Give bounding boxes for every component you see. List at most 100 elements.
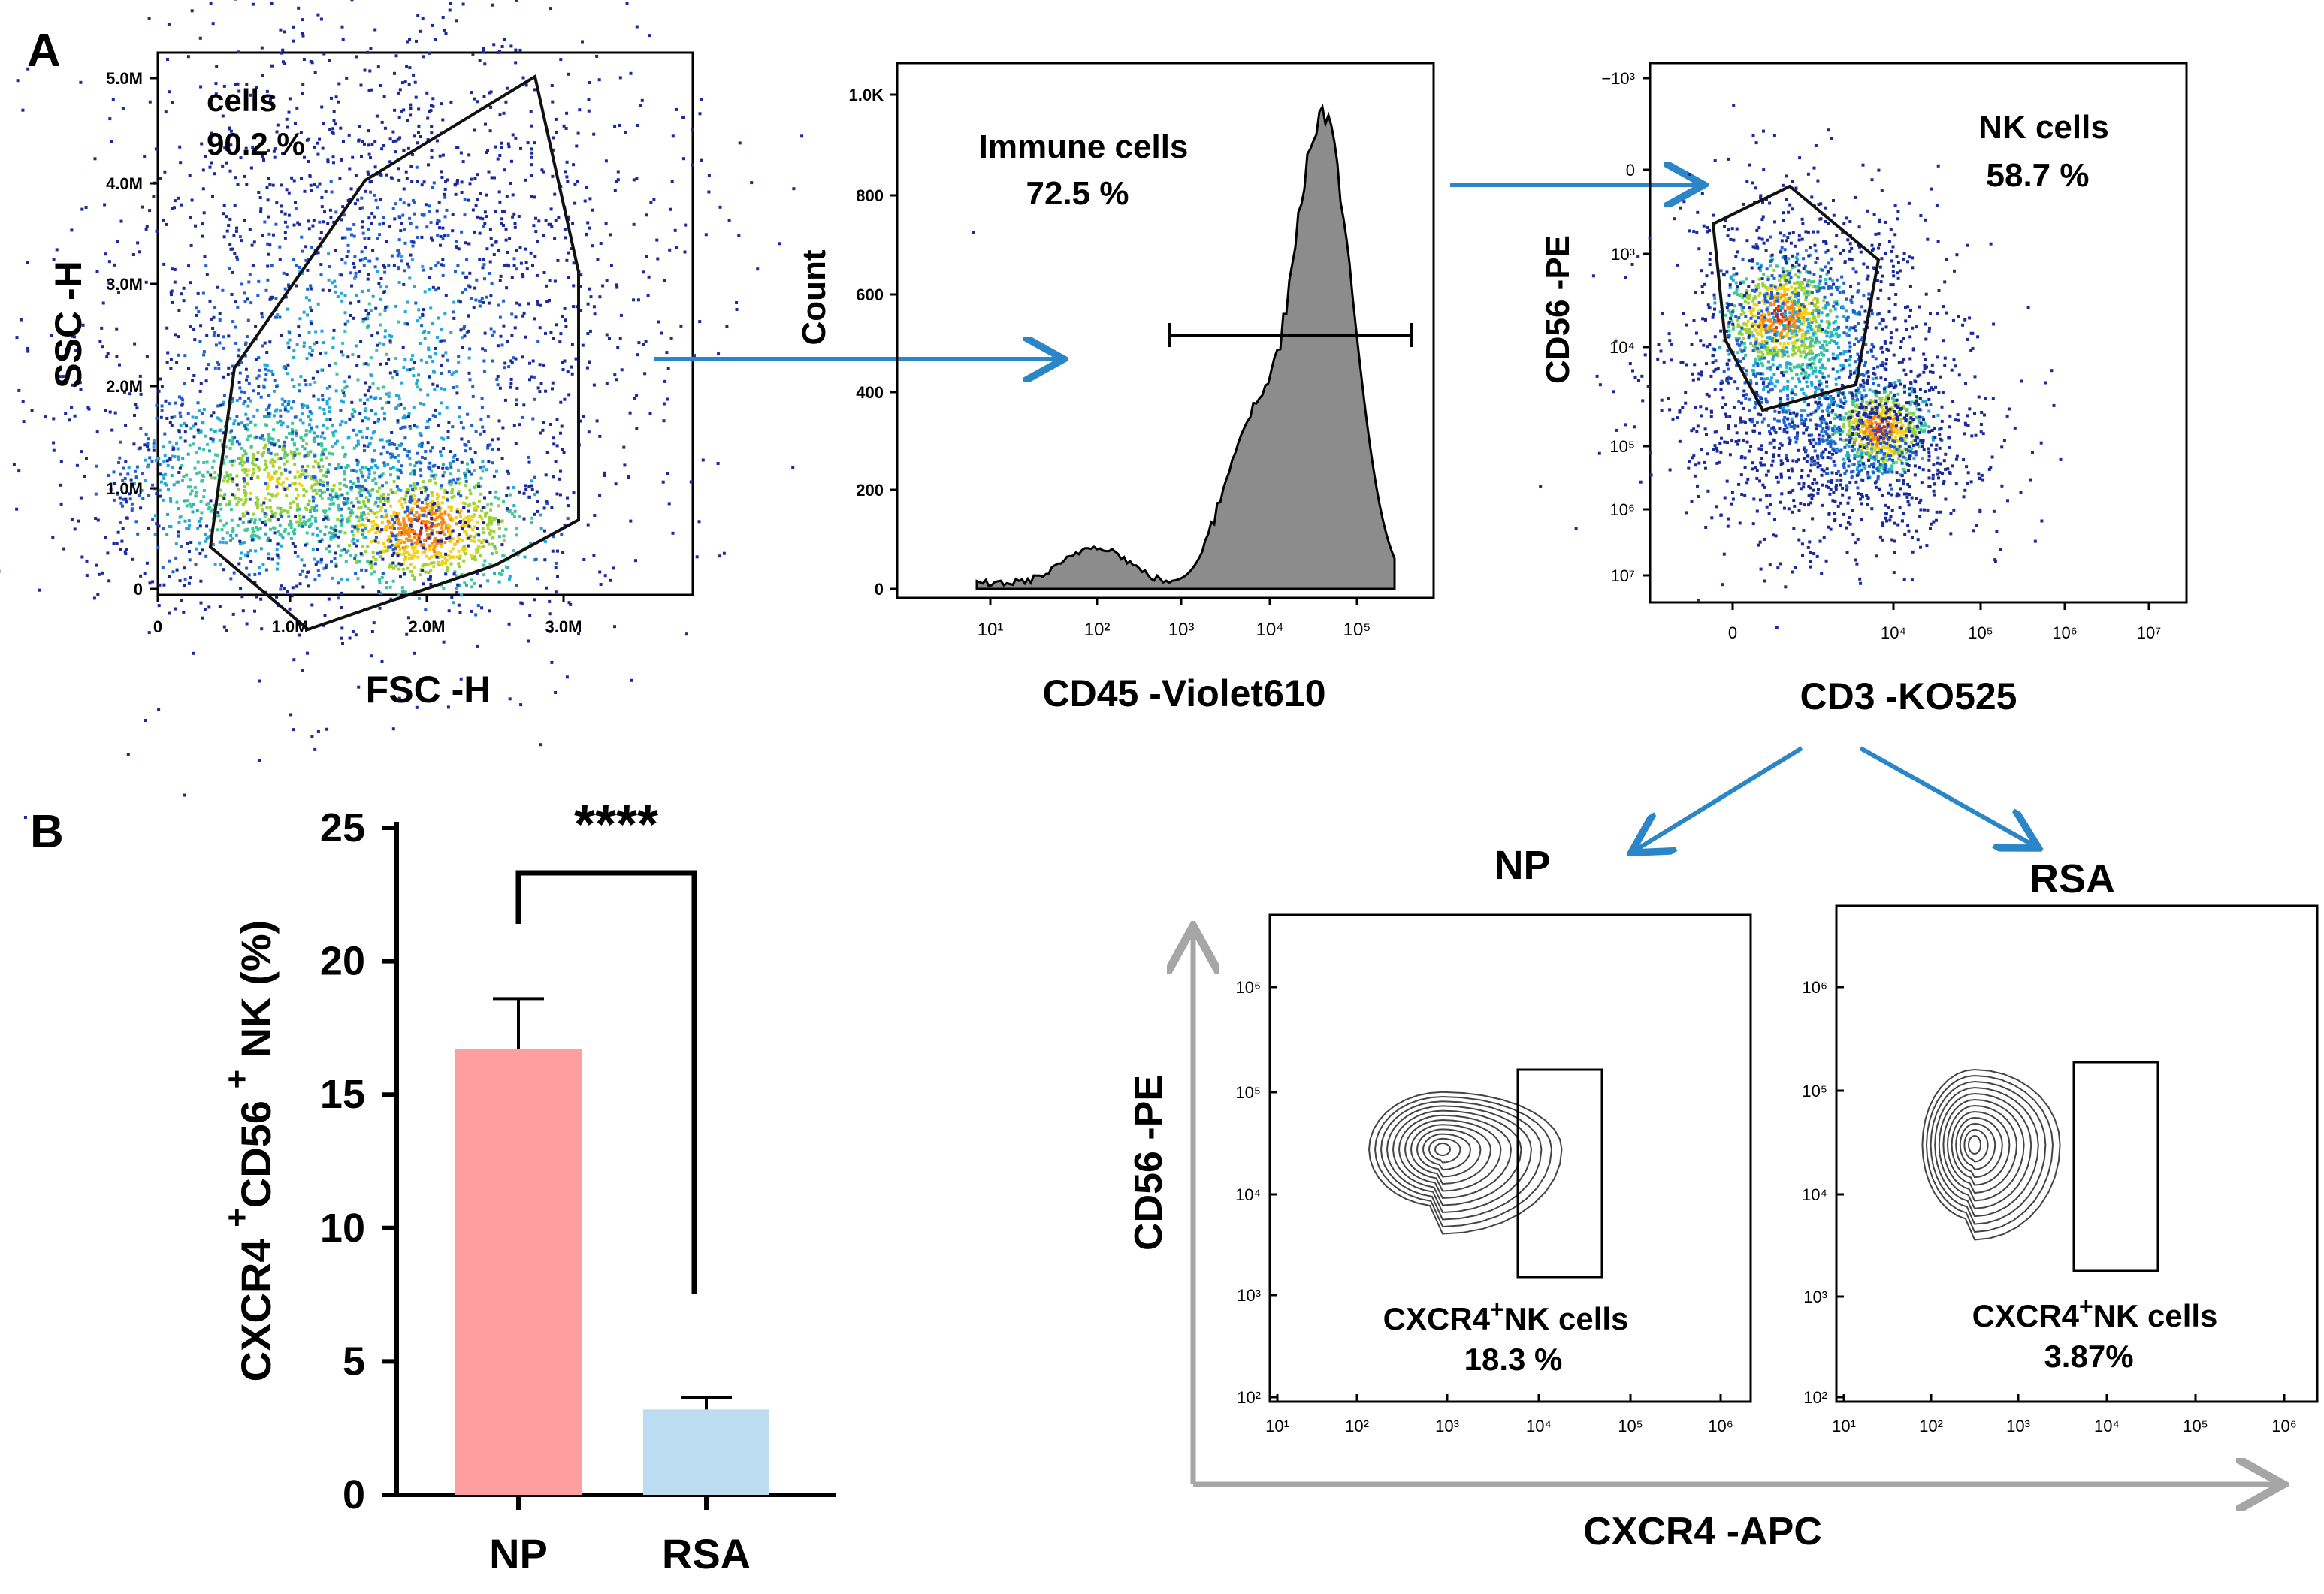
- scatter1-dot: [353, 202, 357, 206]
- scatter1-dot: [356, 479, 360, 483]
- scatter1-dot: [209, 509, 213, 513]
- scatter1-dot: [467, 515, 471, 518]
- scatter1-dot: [383, 528, 387, 532]
- scatter1-dot: [267, 492, 270, 496]
- scatter1-dot: [750, 181, 754, 185]
- scatter1-dot: [380, 575, 384, 579]
- scatter1-dot: [151, 518, 155, 521]
- scatter1-dot: [778, 242, 781, 246]
- scatter1-dot: [231, 400, 234, 403]
- scatter1-dot: [256, 475, 260, 479]
- scatter2-dot: [1816, 285, 1820, 288]
- scatter1-dot: [464, 548, 467, 551]
- scatter1-dot: [329, 216, 333, 219]
- scatter1-dot: [434, 473, 437, 477]
- scatter1-dot: [445, 491, 449, 494]
- scatter1-dot: [454, 183, 457, 187]
- scatter2-dot: [1836, 303, 1840, 306]
- scatter1-dot: [494, 240, 498, 244]
- scatter1-dot: [446, 566, 449, 569]
- scatter1-dot: [394, 515, 397, 519]
- scatter1-dot: [223, 475, 227, 479]
- scatter1-dot: [159, 177, 162, 180]
- scatter1-dot: [511, 133, 515, 137]
- scatter1-dot: [493, 545, 497, 548]
- scatter1-dot: [521, 76, 525, 80]
- scatter1-dot: [591, 208, 594, 212]
- scatter1-dot: [489, 294, 493, 298]
- scatter1-dot: [152, 439, 156, 442]
- scatter1-dot: [373, 527, 377, 530]
- scatter1-dot: [612, 566, 615, 570]
- scatter1-dot: [169, 525, 173, 529]
- scatter1-dot: [420, 324, 424, 328]
- scatter1-dot: [595, 419, 599, 423]
- scatter1-dot: [443, 521, 446, 525]
- scatter1-dot: [304, 454, 308, 457]
- scatter1-dot: [212, 411, 216, 415]
- scatter1-dot: [294, 207, 298, 210]
- scatter1-dot: [319, 529, 322, 533]
- scatter1-dot: [380, 660, 384, 663]
- scatter1-dot: [360, 512, 364, 515]
- scatter1-dot: [324, 525, 328, 529]
- scatter1-dot: [162, 476, 166, 480]
- scatter1-dot: [235, 440, 239, 444]
- scatter1-dot: [443, 312, 447, 315]
- scatter1-dot: [229, 129, 233, 133]
- scatter1-dot: [391, 561, 395, 565]
- scatter2-dot: [1888, 415, 1892, 418]
- scatter1-dot: [236, 82, 240, 86]
- scatter1-dot: [263, 515, 267, 518]
- scatter1-dot: [298, 266, 301, 269]
- scatter1-dot: [162, 445, 165, 449]
- scatter1-dot: [344, 502, 348, 506]
- scatter1-dot: [445, 537, 449, 540]
- scatter1-dot: [572, 261, 576, 265]
- scatter1-dot: [387, 545, 391, 549]
- scatter1-dot: [449, 562, 453, 566]
- scatter2-dot: [1777, 285, 1781, 289]
- scatter1-dot: [119, 472, 122, 476]
- scatter1-dot: [343, 548, 346, 551]
- scatter1-dot: [251, 2, 255, 6]
- scatter1-dot: [373, 512, 377, 515]
- scatter2-dot: [1719, 269, 1723, 273]
- scatter1-dot: [369, 528, 373, 532]
- scatter2-dot: [1797, 338, 1801, 342]
- scatter2-dot: [1809, 253, 1812, 257]
- scatter1-dot: [459, 328, 463, 332]
- scatter1-dot: [301, 439, 305, 442]
- scatter2-dot: [1773, 336, 1777, 340]
- scatter1-dot: [524, 488, 528, 491]
- scatter1-dot: [277, 482, 280, 485]
- scatter1-dot: [316, 548, 319, 551]
- scatter1-dot: [413, 464, 417, 468]
- scatter1-dot: [110, 140, 113, 143]
- scatter1-dot: [354, 275, 358, 279]
- scatter1-dot: [409, 113, 413, 117]
- scatter1-dot: [373, 539, 377, 543]
- scatter1-dot: [572, 305, 575, 309]
- scatter1-dot: [434, 518, 437, 521]
- scatter1-dot: [322, 122, 325, 125]
- scatter1-dot: [295, 520, 299, 524]
- scatter1-dot: [382, 445, 385, 449]
- scatter1-dot: [473, 539, 476, 543]
- scatter1-dot: [545, 500, 549, 504]
- scatter2-dot: [1830, 257, 1834, 261]
- scatter1-dot: [26, 261, 29, 264]
- scatter1-dot: [222, 212, 225, 216]
- scatter1-dot: [355, 544, 358, 548]
- scatter2-dot: [1757, 286, 1760, 290]
- scatter1-dot: [333, 285, 337, 288]
- scatter1-dot: [186, 412, 190, 415]
- scatter1-dot: [319, 435, 323, 439]
- scatter1-dot: [507, 365, 511, 369]
- scatter2-dot: [1798, 328, 1802, 332]
- scatter1-dot: [248, 497, 252, 501]
- scatter1-dot: [349, 509, 353, 512]
- scatter1-dot: [476, 482, 480, 485]
- scatter1-dot: [319, 458, 323, 462]
- scatter1-dot: [564, 318, 567, 322]
